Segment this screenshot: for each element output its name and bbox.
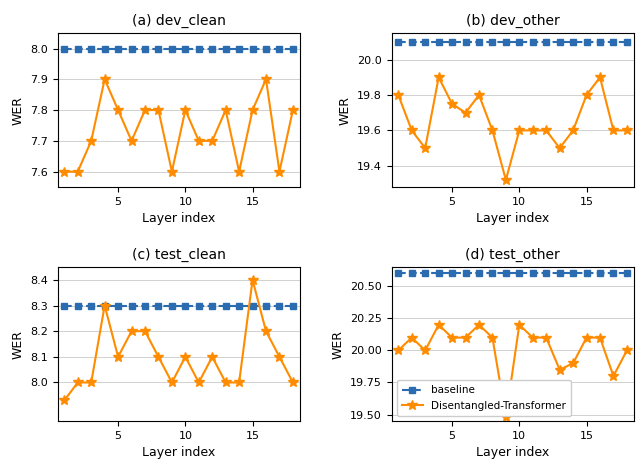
Title: (d) test_other: (d) test_other	[465, 248, 560, 262]
X-axis label: Layer index: Layer index	[476, 212, 549, 225]
Title: (b) dev_other: (b) dev_other	[466, 14, 559, 28]
Legend: baseline, Disentangled-Transformer: baseline, Disentangled-Transformer	[397, 380, 572, 416]
X-axis label: Layer index: Layer index	[142, 446, 215, 459]
Y-axis label: WER: WER	[12, 330, 24, 359]
Y-axis label: WER: WER	[332, 330, 344, 359]
Y-axis label: WER: WER	[12, 96, 24, 124]
X-axis label: Layer index: Layer index	[142, 212, 215, 225]
Title: (c) test_clean: (c) test_clean	[132, 248, 225, 262]
Title: (a) dev_clean: (a) dev_clean	[132, 14, 225, 28]
Y-axis label: WER: WER	[339, 96, 351, 124]
X-axis label: Layer index: Layer index	[476, 446, 549, 459]
